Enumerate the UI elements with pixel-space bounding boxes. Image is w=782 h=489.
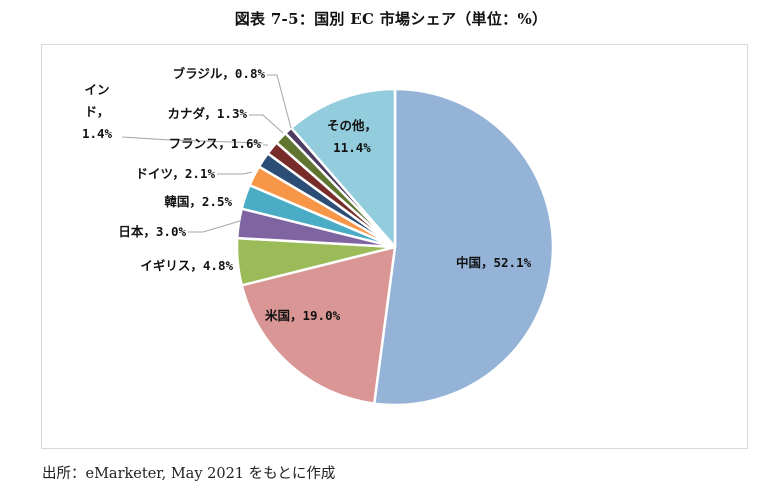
leader-line	[249, 114, 284, 134]
leader-line	[188, 220, 241, 233]
data-label: カナダ，1.3%	[168, 106, 248, 121]
pie-slice-11	[290, 87, 397, 249]
leader-line	[217, 171, 253, 175]
data-label: インド， 1.4%	[82, 82, 113, 141]
pie-slice-1	[372, 87, 555, 407]
source-note: 出所：eMarketer, May 2021 をもとに作成	[42, 466, 336, 482]
leader-line	[267, 74, 292, 129]
data-label: イギリス，4.8%	[140, 258, 233, 273]
data-label: 韓国，2.5%	[164, 194, 232, 209]
data-label: 日本，3.0%	[118, 224, 186, 239]
data-label: ブラジル，0.8%	[173, 66, 266, 81]
data-label: 米国，19.0%	[264, 308, 341, 323]
data-label: 中国，52.1%	[456, 255, 532, 270]
data-label: フランス，1.6%	[169, 136, 262, 151]
pie-slices	[235, 87, 555, 407]
leader-line	[121, 136, 264, 144]
data-label: ドイツ，2.1%	[136, 166, 216, 181]
data-labels: 中国，52.1% 米国，19.0% イギリス，4.8% 日本，3.0% 韓国，2.5% ド…	[82, 66, 532, 323]
pie-slice-2	[240, 245, 397, 405]
data-label: その他， 11.4%	[327, 118, 377, 155]
chart-title: 図表 7-5：国別 EC 市場シェア（単位：%）	[234, 10, 548, 28]
leader-lines	[121, 74, 292, 233]
